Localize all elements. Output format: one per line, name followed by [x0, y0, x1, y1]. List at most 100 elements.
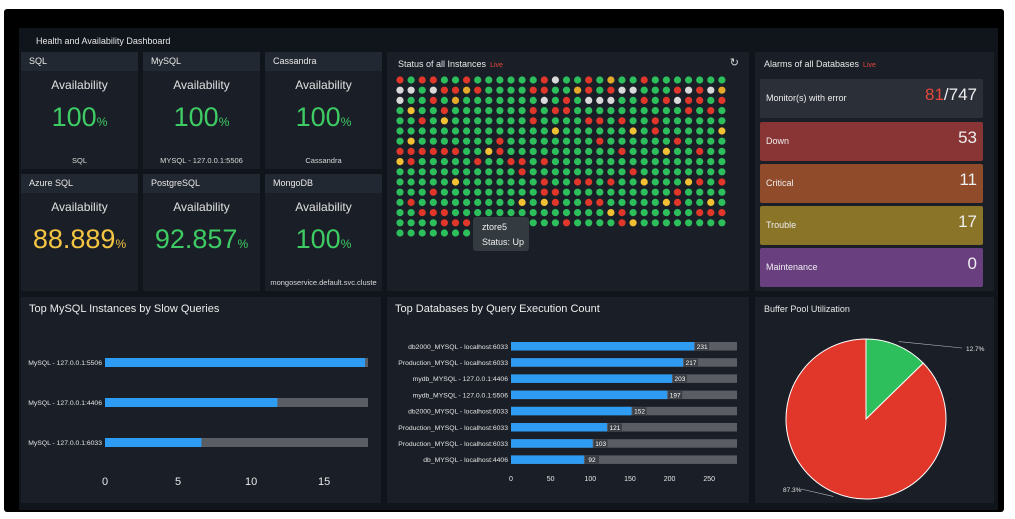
instance-dot[interactable]: [474, 86, 482, 94]
instance-dot[interactable]: [562, 209, 571, 217]
instance-dot[interactable]: [618, 178, 626, 186]
instance-dot[interactable]: [474, 127, 482, 135]
instance-dot[interactable]: [540, 96, 548, 104]
instance-dot[interactable]: [485, 178, 493, 186]
instance-dot[interactable]: [429, 96, 437, 104]
instance-dot[interactable]: [418, 158, 426, 166]
instance-dot[interactable]: [696, 198, 704, 206]
instance-dot[interactable]: [551, 147, 559, 155]
instance-dot[interactable]: [596, 188, 604, 196]
availability-card-mysql[interactable]: MySQL Availability 100% MYSQL - 127.0.0.…: [143, 52, 260, 169]
instance-dot[interactable]: [429, 168, 437, 176]
instance-dot[interactable]: [673, 147, 682, 155]
instance-dot[interactable]: [463, 107, 471, 115]
instance-dot[interactable]: [540, 219, 548, 227]
instance-dot[interactable]: [496, 188, 504, 196]
availability-card-cassandra[interactable]: Cassandra Availability 100% Cassandra: [265, 52, 382, 169]
instance-dot[interactable]: [562, 137, 571, 145]
instance-dot[interactable]: [440, 107, 448, 115]
instance-dot[interactable]: [463, 209, 471, 217]
instance-dot[interactable]: [418, 76, 426, 84]
instance-dot[interactable]: [596, 86, 604, 94]
instance-dot[interactable]: [607, 127, 615, 135]
instance-dot[interactable]: [662, 86, 670, 94]
instance-dot[interactable]: [585, 127, 593, 135]
instance-dot[interactable]: [463, 147, 471, 155]
instance-dot[interactable]: [629, 147, 637, 155]
instance-dot[interactable]: [485, 127, 493, 135]
instance-dot[interactable]: [673, 76, 682, 84]
instance-dot[interactable]: [551, 96, 559, 104]
instance-dot[interactable]: [474, 117, 482, 125]
instance-dot[interactable]: [429, 137, 437, 145]
instance-dot[interactable]: [707, 137, 715, 145]
instance-dot[interactable]: [562, 96, 571, 104]
instance-dot[interactable]: [540, 178, 548, 186]
instance-dot[interactable]: [662, 137, 670, 145]
instance-dot[interactable]: [562, 188, 571, 196]
instance-dot[interactable]: [673, 178, 682, 186]
instance-dot[interactable]: [585, 86, 593, 94]
instance-dot[interactable]: [718, 107, 726, 115]
instance-dot[interactable]: [685, 198, 693, 206]
instance-dot[interactable]: [496, 117, 504, 125]
instance-dot[interactable]: [585, 96, 593, 104]
instance-dot[interactable]: [618, 168, 626, 176]
instance-dot[interactable]: [718, 188, 726, 196]
instance-dot[interactable]: [640, 86, 648, 94]
instance-dot[interactable]: [585, 107, 593, 115]
instance-dot[interactable]: [407, 178, 415, 186]
instance-dot[interactable]: [529, 198, 537, 206]
instance-dot[interactable]: [707, 198, 715, 206]
instance-dot[interactable]: [707, 117, 715, 125]
instance-dot[interactable]: [507, 96, 515, 104]
instance-dot[interactable]: [640, 147, 648, 155]
instance-dot[interactable]: [696, 178, 704, 186]
instance-dot[interactable]: [474, 76, 482, 84]
instance-dot[interactable]: [718, 96, 726, 104]
instance-dot[interactable]: [618, 209, 626, 217]
instance-dot[interactable]: [607, 86, 615, 94]
instance-dot[interactable]: [596, 147, 604, 155]
instance-dot[interactable]: [585, 188, 593, 196]
instance-dot[interactable]: [596, 178, 604, 186]
instance-dot[interactable]: [529, 86, 537, 94]
instance-dot[interactable]: [707, 219, 715, 227]
instance-dot[interactable]: [440, 229, 448, 237]
instance-dot[interactable]: [673, 86, 682, 94]
instance-dot[interactable]: [418, 117, 426, 125]
instance-dot[interactable]: [574, 168, 582, 176]
instance-dot[interactable]: [562, 178, 571, 186]
instance-dot[interactable]: [474, 107, 482, 115]
instance-dot[interactable]: [463, 76, 471, 84]
instance-dot[interactable]: [596, 198, 604, 206]
instance-dot[interactable]: [685, 188, 693, 196]
instance-dot[interactable]: [496, 86, 504, 94]
instance-dot[interactable]: [629, 137, 637, 145]
instance-dot[interactable]: [518, 188, 526, 196]
instance-dot[interactable]: [651, 127, 659, 135]
instance-dot[interactable]: [407, 137, 415, 145]
instance-dot[interactable]: [707, 147, 715, 155]
instance-dot[interactable]: [518, 198, 526, 206]
instance-dot[interactable]: [440, 76, 448, 84]
instance-dot[interactable]: [551, 178, 559, 186]
instance-dot[interactable]: [562, 198, 571, 206]
instance-dot[interactable]: [651, 178, 659, 186]
instance-dot[interactable]: [396, 96, 404, 104]
instance-dot[interactable]: [574, 209, 582, 217]
instance-dot[interactable]: [718, 168, 726, 176]
instance-dot[interactable]: [685, 127, 693, 135]
instance-dot[interactable]: [685, 117, 693, 125]
instance-dot[interactable]: [418, 219, 426, 227]
instance-dot[interactable]: [596, 76, 604, 84]
instance-dot[interactable]: [574, 76, 582, 84]
instance-dot[interactable]: [651, 219, 659, 227]
instance-dot[interactable]: [651, 137, 659, 145]
instance-dot[interactable]: [540, 209, 548, 217]
instance-dot[interactable]: [463, 188, 471, 196]
instance-dot[interactable]: [429, 86, 437, 94]
instance-dot[interactable]: [640, 188, 648, 196]
instance-dot[interactable]: [463, 229, 471, 237]
instance-dot[interactable]: [629, 219, 637, 227]
